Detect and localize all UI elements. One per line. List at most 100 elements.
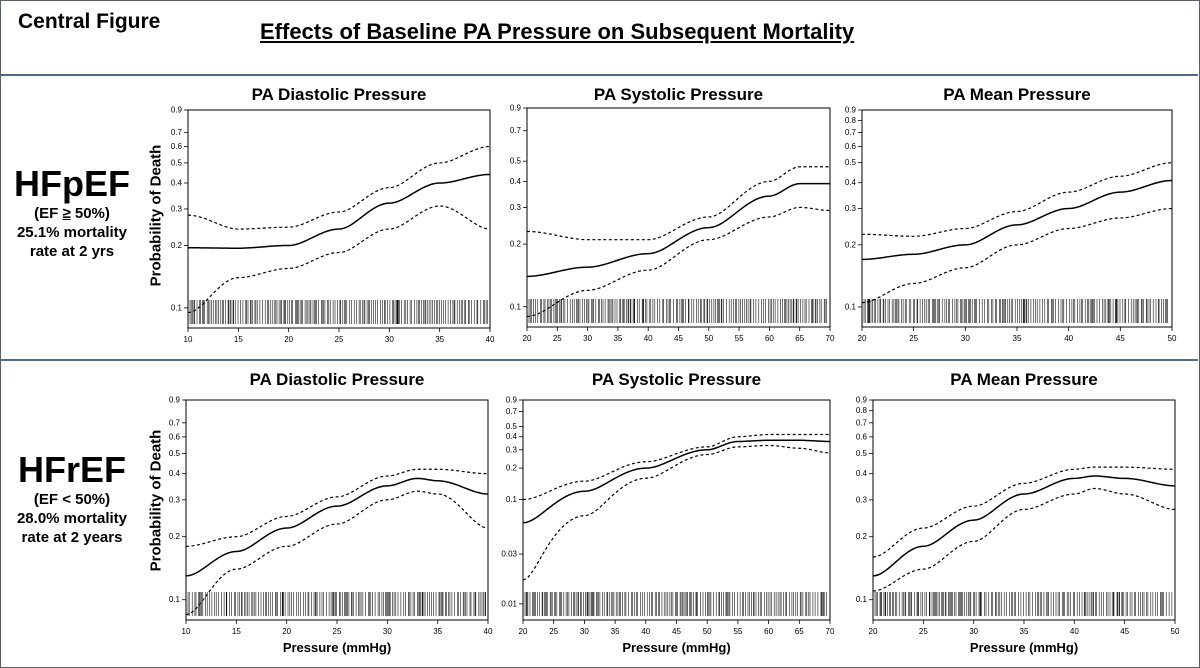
panel-hfref-systolic: PA Systolic Pressure 0.01 0.03 0.1 0.2 0.3 0.4…: [501, 370, 835, 655]
y-tick-label: 0.4: [506, 432, 518, 441]
y-tick-label: 0.3: [169, 495, 181, 504]
x-tick-label: 30: [583, 334, 592, 343]
x-tick-label: 30: [580, 627, 589, 636]
y-tick-label: 0.9: [171, 106, 183, 115]
x-axis-label: Pressure (mmHg): [970, 640, 1078, 655]
x-tick-label: 40: [644, 334, 653, 343]
x-tick-label: 70: [826, 334, 835, 343]
rug-plot: [524, 592, 827, 616]
y-tick-label: 0.7: [169, 418, 181, 427]
panel-title: PA Diastolic Pressure: [252, 85, 427, 104]
rug-plot: [187, 592, 486, 616]
y-tick-label: 0.4: [510, 177, 522, 186]
hfpef-row-label: HFpEF (EF ≥ 50%) 25.1% mortality rate at…: [2, 164, 142, 261]
ci-line: [861, 162, 1173, 237]
central-figure-label: Central Figure: [18, 10, 161, 33]
panel-hfpef-systolic: PA Systolic Pressure 0.1 0.2 0.3 0.4 0.5 0.7 0.…: [510, 85, 835, 343]
x-tick-label: 50: [704, 334, 713, 343]
hfref-ef-symbol: <: [62, 491, 71, 508]
x-tick-label: 40: [641, 627, 650, 636]
rug-plot: [863, 299, 1168, 323]
x-tick-label: 25: [335, 335, 344, 344]
x-tick-label: 65: [795, 627, 804, 636]
plot-frame: [872, 399, 1176, 621]
x-axis-label: Pressure (mmHg): [622, 640, 730, 655]
x-tick-label: 40: [1070, 627, 1079, 636]
hfref-band: [0, 359, 1198, 668]
x-tick-label: 30: [385, 335, 394, 344]
ci-line: [185, 468, 489, 547]
x-tick-label: 30: [969, 627, 978, 636]
x-tick-label: 50: [1168, 334, 1177, 343]
estimate-line: [861, 179, 1173, 261]
y-tick-label: 0.7: [856, 418, 868, 427]
x-tick-label: 45: [674, 334, 683, 343]
hfref-row-label: HFrEF (EF < 50%) 28.0% mortality rate at…: [2, 450, 142, 547]
y-tick-label: 0.6: [171, 142, 183, 151]
y-tick-label: 0.5: [510, 157, 522, 166]
hfref-rate-line2: rate at 2 years: [21, 529, 123, 546]
ci-line: [872, 466, 1176, 558]
x-tick-label: 45: [1116, 334, 1125, 343]
x-tick-label: 30: [383, 627, 392, 636]
rug-plot: [189, 300, 488, 324]
y-tick-label: 0.1: [169, 595, 181, 604]
x-tick-label: 50: [703, 627, 712, 636]
x-tick-label: 35: [1013, 334, 1022, 343]
x-tick-label: 10: [184, 335, 193, 344]
x-tick-label: 65: [795, 334, 804, 343]
hfpef-rate-line1: 25.1% mortality: [16, 224, 128, 241]
hfref-ef-prefix: (EF: [33, 491, 63, 508]
y-tick-label: 0.1: [845, 302, 857, 311]
ci-line: [522, 433, 830, 501]
panel-hfpef-mean: PA Mean Pressure 0.1 0.2 0.3 0.4 0.5 0.6 0.7 0.8…: [845, 85, 1177, 343]
x-tick-label: 70: [826, 627, 835, 636]
y-tick-label: 0.1: [510, 302, 522, 311]
panel-title: PA Systolic Pressure: [592, 370, 761, 389]
estimate-line: [522, 439, 831, 524]
y-tick-label: 0.2: [171, 241, 183, 250]
hfref-ef-criteria: (EF < 50%): [2, 490, 142, 509]
x-tick-label: 35: [611, 627, 620, 636]
y-tick-label: 0.2: [856, 532, 868, 541]
y-tick-label: 0.3: [856, 495, 868, 504]
hfpef-group-name: HFpEF: [14, 163, 130, 204]
x-tick-label: 10: [182, 627, 191, 636]
rug-plot: [874, 592, 1173, 616]
y-tick-label: 0.6: [845, 142, 857, 151]
x-tick-label: 20: [523, 334, 532, 343]
hfpef-ef-prefix: (EF: [34, 205, 63, 222]
hfpef-ef-suffix: 50%): [70, 205, 110, 222]
plot-frame: [187, 109, 491, 329]
y-tick-label: 0.2: [510, 240, 522, 249]
y-tick-label: 0.7: [171, 128, 183, 137]
y-tick-label: 0.4: [169, 469, 181, 478]
estimate-line: [872, 475, 1176, 577]
y-tick-label: 0.2: [506, 464, 518, 473]
y-tick-label: 0.1: [506, 495, 518, 504]
y-tick-label: 0.5: [506, 422, 518, 431]
figure-title: Effects of Baseline PA Pressure on Subse…: [260, 19, 855, 44]
plot-frame: [522, 399, 831, 621]
y-tick-label: 0.2: [169, 532, 181, 541]
y-tick-label: 0.3: [510, 203, 522, 212]
hfpef-rate-line2: rate at 2 yrs: [29, 243, 115, 260]
x-tick-label: 45: [672, 627, 681, 636]
x-tick-label: 35: [435, 335, 444, 344]
x-tick-label: 60: [765, 334, 774, 343]
hfpef-ef-symbol: ≥: [62, 205, 71, 222]
hfpef-ef-criteria: (EF ≥ 50%): [2, 204, 142, 223]
x-tick-label: 35: [613, 334, 622, 343]
y-tick-label: 0.3: [845, 204, 857, 213]
x-axis-label: Pressure (mmHg): [283, 640, 391, 655]
x-tick-label: 15: [234, 335, 243, 344]
y-tick-label: 0.7: [845, 128, 857, 137]
y-tick-label: 0.9: [169, 396, 181, 405]
panel-title: PA Mean Pressure: [950, 370, 1097, 389]
x-tick-label: 25: [549, 627, 558, 636]
estimate-line: [185, 477, 489, 577]
ci-line: [187, 145, 491, 230]
y-tick-label: 0.2: [845, 240, 857, 249]
y-tick-label: 0.3: [506, 445, 518, 454]
panel-hfpef-diastolic: PA Diastolic Pressure 0.1 0.2 0.3 0.4 0.5 0.6 0…: [171, 85, 495, 344]
